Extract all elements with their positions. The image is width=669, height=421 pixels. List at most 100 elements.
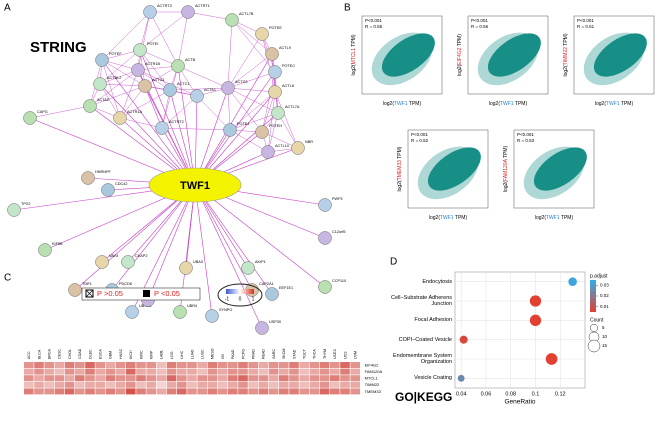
heatmap-cell [34,375,44,382]
y-axis-label: log2(EIF4G2 TPM) [457,34,463,76]
network-node [173,305,187,319]
heatmap-cell [340,368,350,375]
p-value: P<0.001 [517,132,534,137]
edge [101,59,121,119]
color-tick-label: 0.01 [600,304,609,309]
network-node [181,5,195,19]
heatmap-cell [166,388,177,395]
y-label-box: Cell−Substrate Adherens Junction [391,295,452,307]
heatmap-cell [24,368,34,375]
edge [194,184,326,288]
network-node [255,27,269,41]
edge [267,91,276,153]
heatmap-cell [75,368,85,375]
heatmap-cell [340,375,350,382]
heatmap-cell [156,381,167,388]
row-label: TIMM22 [365,382,380,387]
scale-label: 0 [239,296,242,302]
edge [139,49,179,67]
heatmap-cell [54,388,65,395]
dot [457,374,465,382]
heatmap-cell [34,368,44,375]
heatmap-cell [187,368,197,375]
column-label: MESO [211,348,215,359]
column-label: READ [262,349,266,359]
heatmap-cell [85,381,95,388]
color-bar [590,280,596,312]
heatmap-cell [126,381,136,388]
node-label: ACTR1A [127,110,142,114]
point-cloud [593,33,647,77]
y-tick-label: Cell−Substrate Adherens Junction [391,295,452,307]
heatmap-cell [350,381,360,388]
heatmap-cell [177,362,187,368]
node-label: USP30 [269,320,281,324]
column-label: LUAD [190,349,194,359]
node-label: TPX2 [21,202,31,206]
p-value: P<0.001 [577,18,594,23]
heatmap-cell [126,362,136,368]
heatmap-cell [279,375,289,382]
node-label: CCP110 [332,279,346,283]
x-axis-label: log2(TWF1 TPM) [595,101,634,107]
edge [169,87,229,91]
heatmap-cell [299,381,309,388]
edge [177,65,229,89]
edge [101,59,196,186]
heatmap-cell [166,381,177,388]
heatmap-cell [85,388,95,395]
edge [99,83,196,186]
size-key-label: 5 [602,325,605,330]
column-label: THCA [313,349,317,359]
heatmap-cell [248,375,258,382]
heatmap-cell [44,375,54,382]
point-cloud [371,32,433,86]
point-cloud [427,147,481,191]
x-label-part: TPM) [408,101,422,107]
heatmap-cell [228,388,238,395]
network-node [205,309,219,323]
heatmap-cell [85,368,95,375]
heatmap-cell [115,368,126,375]
network-node [255,321,269,335]
y-tick-label: COPI−Coated Vesicle [398,336,452,343]
network-node [255,125,269,139]
edge [147,184,196,301]
network-node [101,183,115,197]
edge [74,184,196,291]
heatmap-cell [279,362,289,368]
scale-outline [217,283,263,307]
column-label: THYM [323,349,327,359]
heatmap-cell [64,368,75,375]
heatmap-cell [279,388,289,395]
heatmap-cell [95,368,105,375]
heatmap-cell [95,362,105,368]
network-node [138,79,152,93]
heatmap-cell [75,362,85,368]
x-label-part: TPM) [514,101,528,107]
heatmap-cell [44,362,54,368]
column-label: KIRP [149,350,153,359]
heatmap-cell [166,375,177,382]
heatmap-cell [258,362,269,368]
dot [545,353,558,365]
heatmap-cell [309,362,320,368]
heatmap-cell [187,388,197,395]
edge [274,91,299,149]
heatmap-cell [238,375,248,382]
column-label: OV [221,353,225,359]
node-label: ACTL7A [285,105,300,109]
node-label: TMF1 [82,282,92,286]
heatmap-cell [44,381,54,388]
y-label-part: TMEM33 [397,160,403,181]
size-legend-title: Count [590,317,604,323]
chart-title: GO|KEGG [395,390,452,404]
heatmap-cell [75,388,85,395]
edge [139,11,189,51]
point-cloud [417,146,479,200]
heatmap-cell [24,375,34,382]
size-key [590,324,598,332]
edge [177,65,196,186]
x-tick-label: 0.04 [456,391,467,397]
center-node [148,167,242,203]
